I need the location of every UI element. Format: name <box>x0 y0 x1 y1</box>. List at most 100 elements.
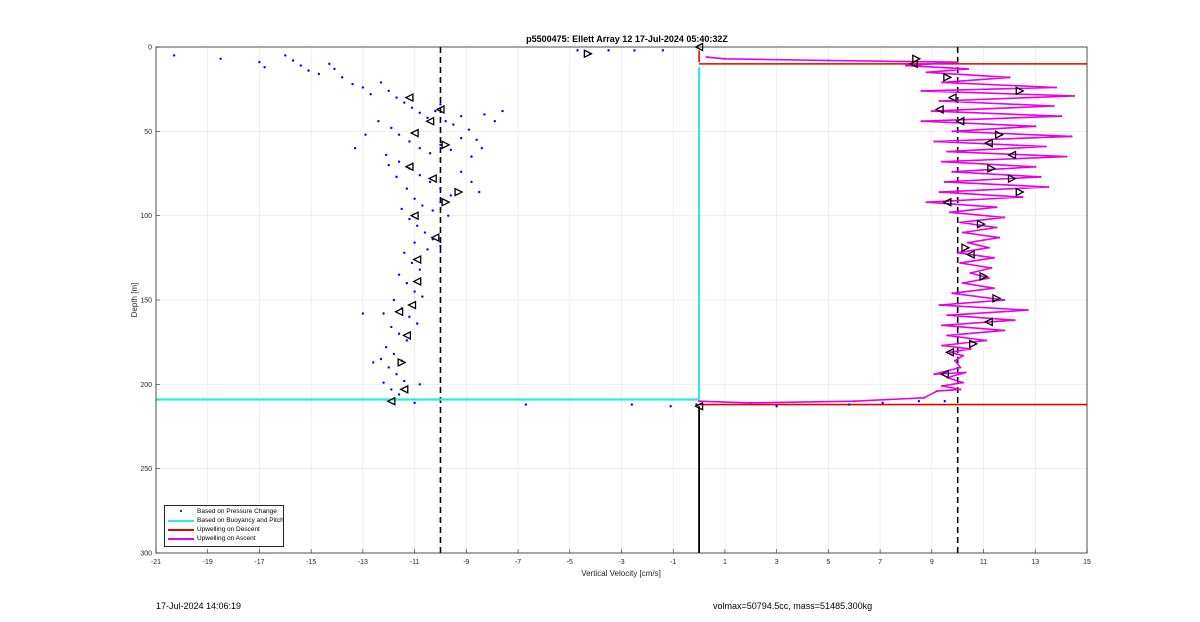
ascent-point <box>1034 125 1037 128</box>
legend-label: Upwelling on Descent <box>197 526 260 533</box>
direction-marker <box>1015 187 1025 197</box>
pressure-point <box>403 101 406 104</box>
pressure-point <box>415 322 419 325</box>
x-tick-label: -7 <box>515 559 521 566</box>
pressure-point <box>387 89 390 93</box>
pressure-point <box>431 209 434 212</box>
ascent-point <box>941 81 944 84</box>
pressure-point <box>415 224 419 227</box>
pressure-point <box>299 64 303 67</box>
pressure-point <box>418 268 421 271</box>
ascent-point <box>1047 185 1050 189</box>
pressure-point <box>423 231 427 234</box>
descent-series <box>698 50 1087 406</box>
legend-item-descent: Upwelling on Descent <box>165 525 283 534</box>
pressure-point <box>397 332 401 335</box>
x-tick-label: 5 <box>826 559 830 566</box>
direction-marker <box>965 249 975 260</box>
y-tick-label: 250 <box>140 466 152 473</box>
pressure-point <box>452 123 455 126</box>
pressure-point <box>480 147 484 150</box>
pressure-point <box>478 190 481 194</box>
pressure-point <box>413 241 416 244</box>
ascent-point <box>941 344 944 347</box>
pressure-point <box>607 49 610 52</box>
pressure-series <box>172 49 946 408</box>
ascent-point <box>1026 309 1029 312</box>
ascent-point <box>951 130 954 133</box>
ascent-point <box>933 140 936 143</box>
pressure-point <box>434 109 437 113</box>
x-tick-label: -5 <box>567 559 573 566</box>
x-tick-label: -17 <box>254 559 264 566</box>
pressure-point <box>630 403 634 406</box>
y-tick-label: 0 <box>148 45 152 52</box>
direction-marker <box>947 93 957 103</box>
direction-marker <box>976 219 986 229</box>
ascent-point <box>946 334 949 337</box>
direction-marker <box>987 163 997 173</box>
direction-marker <box>404 162 414 172</box>
y-tick-label: 100 <box>140 213 152 220</box>
ascent-point <box>1072 94 1076 98</box>
ascent-point <box>697 400 701 403</box>
ascent-point <box>990 266 993 270</box>
pressure-point <box>470 180 473 184</box>
pressure-point <box>390 388 393 391</box>
pressure-point <box>418 173 421 177</box>
direction-marker <box>934 104 944 114</box>
direction-marker <box>939 369 949 379</box>
pressure-point <box>317 72 321 76</box>
ascent-point <box>992 256 996 259</box>
ascent-point <box>985 339 988 342</box>
direction-marker <box>943 72 953 82</box>
pressure-point <box>439 143 442 147</box>
ascent-point <box>956 251 959 254</box>
direction-marker <box>994 130 1005 140</box>
direction-marker <box>944 347 955 357</box>
legend-label: Upwelling on Ascent <box>197 535 256 542</box>
pressure-point <box>459 170 463 174</box>
footer-timestamp: 17-Jul-2024 14:06:19 <box>156 601 242 611</box>
pressure-point <box>410 261 414 265</box>
ascent-point <box>941 384 944 388</box>
pressure-point <box>395 96 398 99</box>
ascent-point <box>920 89 923 92</box>
pressure-point <box>775 405 778 408</box>
ascent-point <box>1034 165 1037 168</box>
pressure-point <box>408 315 411 319</box>
x-tick-label: -21 <box>151 559 161 566</box>
pressure-point <box>447 214 450 217</box>
x-axis-label: Vertical Velocity [cm/s] <box>581 569 661 578</box>
pressure-point <box>470 155 473 158</box>
ascent-point <box>964 371 967 374</box>
direction-marker <box>435 104 445 114</box>
pressure-point <box>397 160 401 163</box>
direction-marker <box>1007 174 1017 184</box>
x-tick-label: -15 <box>306 559 316 566</box>
x-tick-label: 15 <box>1083 559 1091 566</box>
pressure-point <box>291 59 295 62</box>
pressure-point <box>449 194 453 197</box>
ascent-point <box>946 150 949 153</box>
ascent-point <box>941 324 944 327</box>
pressure-point <box>377 120 380 123</box>
pressure-point <box>439 244 442 248</box>
pressure-point <box>410 106 414 109</box>
direction-marker <box>983 138 993 148</box>
chart-title: p5500475: Ellett Array 12 17-Jul-2024 05… <box>526 34 728 44</box>
pressure-point <box>426 248 429 251</box>
pressure-point <box>369 93 372 96</box>
pressure-point <box>361 312 365 315</box>
pressure-point <box>439 200 442 204</box>
ascent-point <box>941 160 944 163</box>
ascent-point <box>969 347 972 351</box>
ascent-point <box>961 282 964 285</box>
ascent-point <box>1003 298 1006 302</box>
pressure-point <box>405 187 409 190</box>
direction-marker <box>955 116 965 126</box>
pressure-point <box>501 109 504 113</box>
pressure-point <box>405 281 409 285</box>
pressure-point <box>392 298 396 302</box>
ascent-point <box>1044 145 1047 148</box>
